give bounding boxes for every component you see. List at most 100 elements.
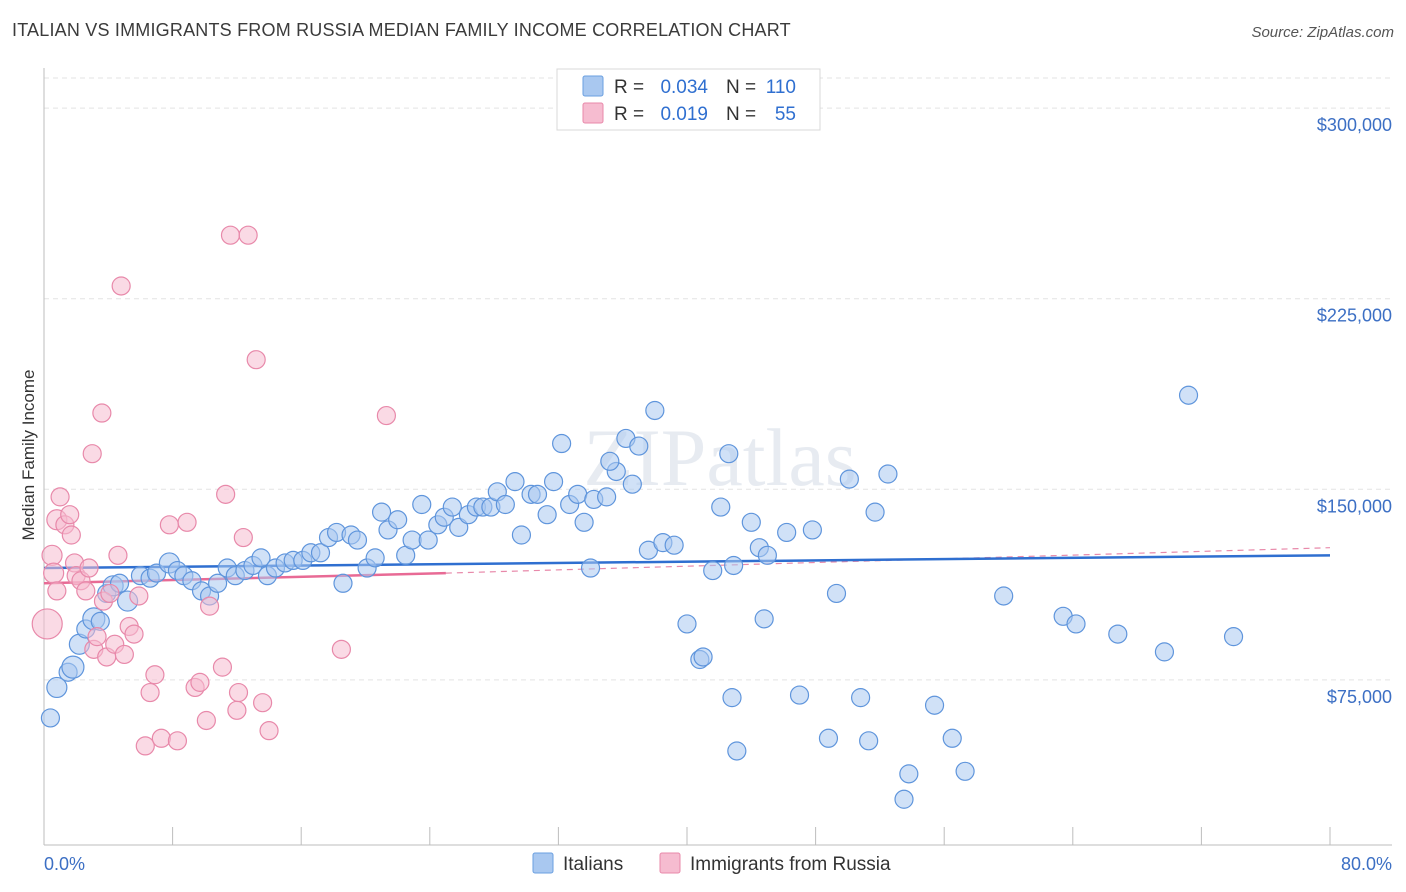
italians-point bbox=[388, 510, 408, 530]
italians-point bbox=[955, 761, 975, 781]
russia-immigrants-point bbox=[196, 710, 216, 731]
russia-immigrants-point bbox=[216, 484, 236, 504]
y-axis-title: Median Family Income bbox=[19, 369, 38, 540]
russia-immigrants-point bbox=[92, 403, 112, 423]
italians-point bbox=[449, 517, 469, 537]
italians-point bbox=[757, 545, 777, 565]
italians-point bbox=[505, 472, 525, 492]
y-tick-label: $300,000 bbox=[1317, 115, 1392, 135]
italians-point bbox=[899, 764, 919, 784]
chart-title: ITALIAN VS IMMIGRANTS FROM RUSSIA MEDIAN… bbox=[12, 20, 791, 40]
russia-immigrants-point bbox=[376, 405, 396, 426]
italians-point bbox=[251, 548, 271, 568]
italians-point bbox=[402, 530, 422, 550]
russia-immigrants-point bbox=[129, 586, 149, 606]
italians-point bbox=[418, 530, 438, 550]
italians-point bbox=[412, 494, 432, 515]
russia-immigrants-point bbox=[238, 225, 258, 245]
italians-point bbox=[310, 543, 331, 563]
russia-immigrants-point bbox=[190, 672, 210, 692]
bottom-legend-label: Italians bbox=[563, 854, 623, 875]
russia-immigrants-point bbox=[259, 721, 279, 741]
italians-point bbox=[1178, 385, 1199, 405]
italians-point bbox=[365, 548, 385, 568]
italians-point bbox=[597, 487, 617, 507]
y-tick-label: $150,000 bbox=[1317, 496, 1392, 516]
russia-immigrants-point bbox=[253, 693, 273, 713]
italians-point bbox=[495, 494, 515, 515]
italians-point bbox=[40, 708, 61, 728]
bottom-legend-label: Immigrants from Russia bbox=[690, 854, 891, 875]
russia-immigrants-point bbox=[331, 639, 351, 659]
legend-r-value: 0.019 bbox=[660, 104, 708, 125]
russia-immigrants-point bbox=[114, 644, 134, 665]
italians-point bbox=[719, 444, 739, 464]
legend: R = 0.034 N = 110 R = 0.019 N = 55 bbox=[556, 68, 821, 131]
italians-point bbox=[789, 685, 810, 705]
italians-point bbox=[1154, 642, 1175, 662]
russia-immigrants-point bbox=[199, 596, 220, 616]
italians-point bbox=[818, 728, 839, 748]
italians-point bbox=[711, 497, 731, 517]
italians-point bbox=[208, 573, 228, 593]
italians-point bbox=[568, 484, 588, 504]
russia-immigrants-point bbox=[31, 608, 63, 640]
russia-immigrants-point bbox=[82, 444, 102, 464]
legend-n-label: N = bbox=[726, 104, 756, 125]
russia-immigrants-point bbox=[135, 736, 155, 756]
italians-point bbox=[622, 474, 642, 494]
italians-point bbox=[693, 647, 713, 667]
legend-n-value: 110 bbox=[766, 77, 796, 98]
italians-point bbox=[1223, 627, 1244, 647]
x-tick-labels: 0.0% 80.0% bbox=[44, 854, 1392, 874]
italians-point bbox=[677, 614, 697, 634]
y-tick-labels: $75,000 $150,000 $225,000 $300,000 bbox=[1317, 115, 1392, 707]
italians-point bbox=[629, 436, 649, 456]
italians-point bbox=[347, 530, 368, 550]
russia-immigrants-point bbox=[108, 545, 128, 565]
bottom-legend: Italians Immigrants from Russia bbox=[532, 852, 891, 875]
russia-immigrants-point bbox=[100, 583, 120, 604]
italians-point bbox=[61, 655, 85, 679]
italians-point bbox=[894, 789, 914, 809]
x-tick-label-max: 80.0% bbox=[1341, 854, 1392, 874]
italians-point bbox=[994, 586, 1014, 606]
italians-point bbox=[865, 502, 885, 522]
italians-point bbox=[46, 676, 68, 699]
italians-point bbox=[839, 469, 859, 489]
russia-immigrants-point bbox=[79, 558, 99, 578]
russia-immigrants-point bbox=[61, 525, 81, 545]
italians-point bbox=[942, 728, 962, 748]
italians-point bbox=[727, 741, 747, 761]
italians-point bbox=[754, 609, 774, 629]
italians-point bbox=[371, 502, 392, 522]
legend-r-value: 0.034 bbox=[660, 77, 708, 98]
legend-r-label: R = bbox=[614, 104, 644, 125]
italians-point bbox=[645, 400, 665, 421]
y-tick-label: $225,000 bbox=[1317, 306, 1392, 326]
russia-immigrants-point bbox=[50, 487, 70, 507]
russia-immigrants-point bbox=[227, 700, 247, 720]
italians-point bbox=[859, 731, 879, 751]
italians-point bbox=[537, 505, 557, 525]
italians-point bbox=[826, 583, 847, 604]
italians-point bbox=[552, 433, 572, 454]
chart-source: Source: ZipAtlas.com bbox=[1251, 24, 1394, 41]
x-tick-label-min: 0.0% bbox=[44, 854, 85, 874]
russia-immigrants-point bbox=[233, 527, 253, 548]
italians-point bbox=[802, 520, 822, 540]
italians-point bbox=[851, 688, 871, 708]
italians-point bbox=[1066, 614, 1086, 634]
legend-n-value: 55 bbox=[775, 104, 796, 125]
russia-immigrants-point bbox=[60, 505, 80, 525]
russia-immigrants-point bbox=[220, 225, 241, 245]
russia-immigrants-point bbox=[212, 657, 233, 677]
legend-swatch bbox=[582, 102, 604, 124]
italians-point bbox=[543, 472, 564, 492]
italians-point bbox=[724, 555, 744, 576]
russia-immigrants-point bbox=[151, 728, 171, 748]
italians-point bbox=[777, 522, 797, 543]
italians-point bbox=[580, 558, 601, 578]
italians-point bbox=[1108, 624, 1128, 644]
